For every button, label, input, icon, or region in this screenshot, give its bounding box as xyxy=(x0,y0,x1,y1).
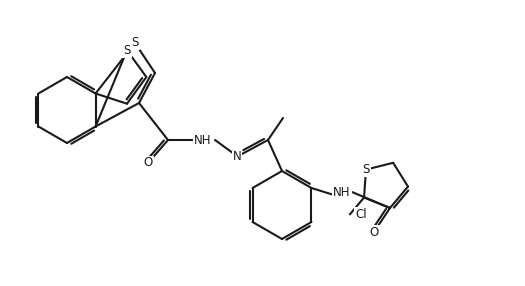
Text: S: S xyxy=(362,163,370,176)
Text: NH: NH xyxy=(194,134,212,146)
Text: NH: NH xyxy=(333,186,351,198)
Text: S: S xyxy=(123,44,131,57)
Text: Cl: Cl xyxy=(355,208,366,221)
Text: O: O xyxy=(370,225,379,239)
Text: O: O xyxy=(143,156,153,170)
Text: N: N xyxy=(233,150,242,162)
Text: S: S xyxy=(131,37,139,49)
